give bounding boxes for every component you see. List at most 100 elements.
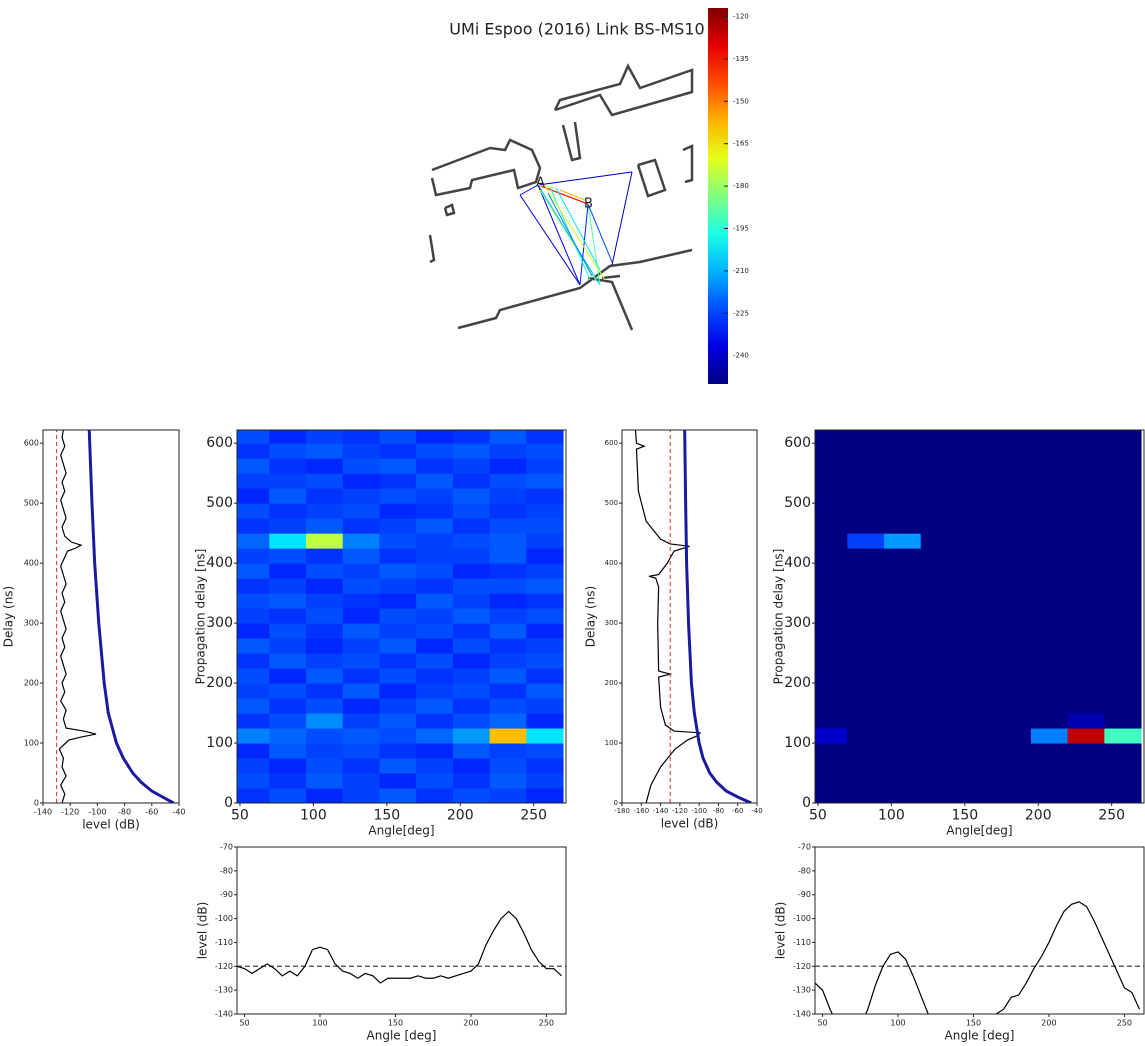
heatmap-cell	[306, 713, 344, 729]
heatmap-cell	[306, 443, 344, 459]
heatmap-cell	[526, 458, 564, 474]
colorbar-tick-label: -225	[733, 309, 749, 317]
heatmap-cell	[269, 728, 307, 744]
heatmap-cell	[847, 533, 885, 549]
heatmap-cell	[489, 578, 527, 594]
heatmap-cell	[815, 488, 848, 504]
y-tick-label: -80	[798, 866, 811, 875]
heatmap-cell	[1067, 713, 1105, 729]
heatmap-cell	[815, 503, 848, 519]
heatmap-cell	[306, 548, 344, 564]
heatmap-cell	[269, 758, 307, 774]
y-tick-label: -90	[220, 890, 233, 899]
y-tick-label: -80	[220, 866, 233, 875]
heatmap-cell	[416, 473, 454, 489]
x-tick-label: -100	[691, 807, 707, 815]
heatmap-cell	[884, 430, 922, 444]
heatmap-cell	[1067, 548, 1105, 564]
heatmap-cell	[489, 623, 527, 639]
x-tick-label: 150	[388, 1018, 403, 1027]
map-rays	[519, 171, 633, 286]
heatmap-cell	[306, 458, 344, 474]
heatmap-cell	[815, 788, 848, 803]
heatmap-cell	[237, 698, 270, 714]
x-axis-label: Angle [deg]	[367, 1029, 437, 1043]
heatmap-cell	[342, 533, 380, 549]
heatmap-cell	[1104, 683, 1142, 699]
heatmap-cell	[884, 518, 922, 534]
heatmap-cell	[847, 728, 885, 744]
heatmap-cell	[489, 548, 527, 564]
heatmap-cell	[920, 788, 958, 803]
y-tick-label: 500	[605, 499, 618, 507]
x-tick-label: 200	[463, 1018, 478, 1027]
heatmap-cell	[452, 683, 491, 699]
heatmap-cell	[489, 683, 527, 699]
heatmap-cell	[452, 503, 491, 519]
heatmap-cell	[1104, 758, 1142, 774]
y-tick-label: 400	[206, 555, 233, 571]
heatmap-cell	[920, 773, 958, 789]
x-tick-label: -60	[145, 807, 158, 816]
y-tick-label: -120	[793, 962, 811, 971]
y-tick-label: -140	[793, 1010, 811, 1019]
heatmap-cell	[342, 758, 380, 774]
heatmap-cell	[884, 788, 922, 803]
heatmap-cell	[994, 443, 1032, 459]
heatmap-cell	[1104, 653, 1142, 669]
heatmap-cell	[379, 638, 417, 654]
heatmap-cell	[1067, 743, 1105, 759]
heatmap-cell	[957, 443, 995, 459]
heatmap-cell	[920, 608, 958, 624]
heatmap-cell	[815, 713, 848, 729]
heatmap-cell	[815, 668, 848, 684]
colorbar-tick-label: -210	[733, 267, 749, 275]
heatmap-cell	[847, 758, 885, 774]
x-tick-label: -80	[713, 807, 724, 815]
heatmap-cell	[994, 563, 1032, 579]
y-tick-label: -100	[793, 914, 811, 923]
heatmap-cell	[815, 473, 848, 489]
heatmap-cell	[884, 533, 922, 549]
heatmap-cell	[269, 473, 307, 489]
level-line	[815, 901, 1141, 1014]
heatmap-cell	[306, 608, 344, 624]
heatmap-cell	[489, 788, 527, 803]
heatmap-cell	[489, 458, 527, 474]
heatmap-cell	[306, 773, 344, 789]
heatmap-cell	[379, 458, 417, 474]
heatmap-cell	[957, 518, 995, 534]
heatmap-cell	[994, 578, 1032, 594]
heatmap-cell	[957, 563, 995, 579]
x-tick-label: -60	[732, 807, 743, 815]
heatmap-cell	[269, 698, 307, 714]
y-tick-label: 500	[206, 495, 233, 511]
y-tick-label: -110	[793, 938, 811, 947]
y-tick-label: 600	[24, 439, 39, 448]
heatmap-cell	[452, 458, 491, 474]
heatmap-cell	[884, 473, 922, 489]
heatmap-cell	[342, 773, 380, 789]
heatmap-cell	[526, 683, 564, 699]
heatmap-cell	[379, 653, 417, 669]
heatmap-cell	[815, 743, 848, 759]
heatmap-cell	[416, 458, 454, 474]
heatmap-cell	[237, 593, 270, 609]
heatmap-cell	[237, 578, 270, 594]
heatmap-cell	[994, 623, 1032, 639]
heatmap-cell	[957, 773, 995, 789]
x-tick-label: 150	[966, 1018, 981, 1027]
heatmap-cell	[1104, 773, 1142, 789]
heatmap-cell	[489, 518, 527, 534]
heatmap-cell	[847, 608, 885, 624]
heatmap-cell	[306, 593, 344, 609]
heatmap-cell	[884, 743, 922, 759]
x-axis-label: Angle [deg]	[945, 1029, 1015, 1043]
heatmap-cell	[1104, 458, 1142, 474]
heatmap-cell	[957, 533, 995, 549]
heatmap-cell	[526, 503, 564, 519]
heatmap-cell	[452, 653, 491, 669]
heatmap-cell	[379, 548, 417, 564]
heatmap-cell	[994, 518, 1032, 534]
heatmap-cell	[884, 443, 922, 459]
